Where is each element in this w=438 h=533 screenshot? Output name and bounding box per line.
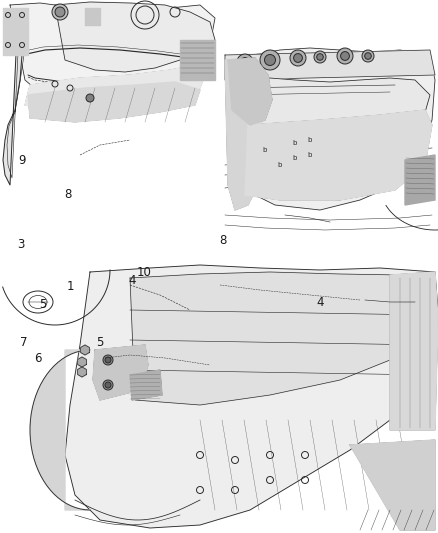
Circle shape <box>86 94 94 102</box>
Polygon shape <box>225 58 262 210</box>
Polygon shape <box>78 357 86 367</box>
Text: 8: 8 <box>219 233 227 246</box>
Polygon shape <box>25 65 205 110</box>
Circle shape <box>314 51 326 63</box>
Polygon shape <box>78 367 86 377</box>
Circle shape <box>293 54 302 62</box>
Polygon shape <box>30 350 90 510</box>
Polygon shape <box>10 3 215 110</box>
Circle shape <box>265 54 276 66</box>
Circle shape <box>337 48 353 64</box>
Text: 7: 7 <box>20 335 28 349</box>
Polygon shape <box>180 40 215 80</box>
Circle shape <box>105 382 111 388</box>
Polygon shape <box>390 272 438 430</box>
Circle shape <box>317 54 323 60</box>
Circle shape <box>105 357 111 363</box>
Polygon shape <box>85 8 100 25</box>
Polygon shape <box>55 2 215 72</box>
Polygon shape <box>405 155 435 205</box>
Circle shape <box>237 54 253 70</box>
Circle shape <box>362 50 374 62</box>
Polygon shape <box>228 58 272 125</box>
Text: 10: 10 <box>137 265 152 279</box>
Text: 9: 9 <box>18 154 26 166</box>
Circle shape <box>365 53 371 59</box>
Polygon shape <box>130 370 162 400</box>
Polygon shape <box>225 48 435 210</box>
Circle shape <box>260 50 280 70</box>
Polygon shape <box>245 78 430 190</box>
Polygon shape <box>93 345 148 400</box>
Polygon shape <box>350 440 435 530</box>
Text: 4: 4 <box>128 273 136 287</box>
Polygon shape <box>225 50 435 80</box>
Circle shape <box>103 355 113 365</box>
Circle shape <box>55 7 65 17</box>
Circle shape <box>240 58 249 67</box>
Text: 1: 1 <box>66 280 74 294</box>
Polygon shape <box>245 110 432 200</box>
Text: b: b <box>278 162 282 168</box>
Text: 5: 5 <box>39 298 47 311</box>
Text: 6: 6 <box>34 351 42 365</box>
Polygon shape <box>130 272 430 405</box>
Polygon shape <box>81 345 89 355</box>
Text: b: b <box>263 147 267 153</box>
Polygon shape <box>28 82 200 122</box>
Text: b: b <box>293 140 297 146</box>
Text: 5: 5 <box>96 335 104 349</box>
Circle shape <box>290 50 306 66</box>
Polygon shape <box>3 8 28 55</box>
Text: 8: 8 <box>64 189 72 201</box>
Polygon shape <box>3 10 28 185</box>
Circle shape <box>52 4 68 20</box>
Polygon shape <box>65 265 438 528</box>
Text: b: b <box>293 155 297 161</box>
Circle shape <box>103 380 113 390</box>
Text: b: b <box>308 137 312 143</box>
Text: 3: 3 <box>18 238 25 252</box>
Text: 4: 4 <box>316 295 324 309</box>
Circle shape <box>341 52 350 60</box>
Text: b: b <box>308 152 312 158</box>
